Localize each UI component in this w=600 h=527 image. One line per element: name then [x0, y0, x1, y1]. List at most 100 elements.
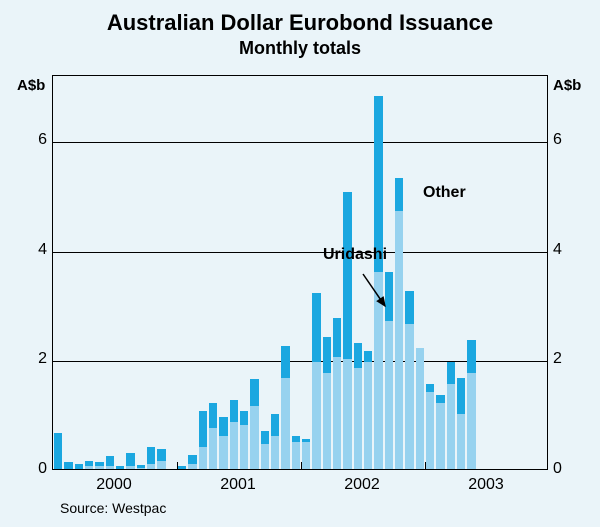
y-tick-right: 0 [553, 460, 562, 478]
bar-segment-uridashi [126, 466, 134, 469]
bar-segment-uridashi [230, 422, 238, 469]
bar-segment-other [209, 403, 217, 428]
chart-subtitle: Monthly totals [0, 38, 600, 59]
bar-segment-other [230, 400, 238, 422]
bar-segment-uridashi [261, 444, 269, 469]
bar-segment-uridashi [85, 466, 93, 469]
bar [261, 431, 269, 469]
bar-segment-uridashi [323, 373, 331, 469]
bar-segment-uridashi [219, 436, 227, 469]
bar [436, 395, 444, 469]
bar [447, 362, 455, 469]
bar-segment-other [199, 411, 207, 447]
bar-segment-uridashi [385, 321, 393, 469]
bar [343, 192, 351, 469]
series-label-other: Other [423, 184, 466, 202]
bar [230, 400, 238, 469]
bar-segment-uridashi [312, 362, 320, 469]
bar-segment-other [126, 453, 134, 467]
bar-segment-other [188, 455, 196, 463]
bar-segment-uridashi [302, 442, 310, 469]
x-axis-year-label: 2001 [208, 476, 268, 494]
bar [85, 461, 93, 469]
bar [54, 433, 62, 469]
bar-segment-other [323, 337, 331, 373]
bar [302, 439, 310, 469]
bar [188, 455, 196, 469]
bar-segment-uridashi [199, 447, 207, 469]
bar-segment-other [219, 417, 227, 436]
bar [199, 411, 207, 469]
bar-segment-uridashi [467, 373, 475, 469]
bar-segment-uridashi [426, 392, 434, 469]
bar-segment-uridashi [436, 403, 444, 469]
bar [292, 436, 300, 469]
bar-segment-other [312, 293, 320, 362]
bar-segment-uridashi [447, 384, 455, 469]
bar [457, 378, 465, 469]
x-axis-year-label: 2002 [332, 476, 392, 494]
bar [137, 465, 145, 469]
bar [405, 291, 413, 469]
bar-segment-uridashi [106, 466, 114, 469]
y-tick-left: 0 [17, 460, 47, 478]
bar [126, 453, 134, 469]
bar-segment-uridashi [95, 466, 103, 469]
bar [106, 456, 114, 469]
bar-segment-other [240, 411, 248, 425]
bar-segment-uridashi [271, 436, 279, 469]
y-tick-right: 4 [553, 241, 562, 259]
bar [426, 384, 434, 469]
y-tick-left: 2 [17, 350, 47, 368]
gridline [53, 142, 547, 143]
y-axis-label-right: A$b [553, 77, 581, 94]
bar-segment-other [261, 431, 269, 445]
bar [271, 414, 279, 469]
bar [250, 378, 258, 469]
bar-segment-other [436, 395, 444, 403]
bar [209, 403, 217, 469]
bar [116, 466, 124, 469]
bar-segment-uridashi [147, 464, 155, 469]
bar [64, 462, 72, 469]
bar-segment-uridashi [250, 406, 258, 469]
bar [240, 411, 248, 469]
bar-segment-other [395, 178, 403, 211]
bar-segment-uridashi [364, 362, 372, 469]
x-axis-year-label: 2000 [84, 476, 144, 494]
bar-segment-other [178, 466, 186, 469]
bar-segment-uridashi [343, 359, 351, 469]
bar-segment-uridashi [157, 461, 165, 469]
bar-segment-uridashi [292, 442, 300, 469]
bar-segment-other [157, 449, 165, 461]
bar [95, 462, 103, 469]
source-text: Source: Westpac [60, 500, 166, 516]
bar-segment-other [137, 465, 145, 468]
bar-segment-uridashi [333, 357, 341, 469]
bar-segment-other [147, 447, 155, 463]
y-axis-label-left: A$b [17, 77, 45, 94]
y-tick-right: 2 [553, 350, 562, 368]
y-tick-left: 6 [17, 131, 47, 149]
bar [75, 464, 83, 469]
bar-segment-other [426, 384, 434, 392]
bar-segment-other [54, 433, 62, 469]
bar [385, 272, 393, 470]
bar-segment-other [271, 414, 279, 436]
bar-segment-other [302, 439, 310, 442]
bar [312, 293, 320, 469]
bar [395, 178, 403, 469]
bar-segment-uridashi [209, 428, 217, 469]
bar-segment-uridashi [374, 272, 382, 470]
bar-segment-other [106, 456, 114, 466]
bar [281, 346, 289, 469]
bar-segment-other [116, 466, 124, 469]
bar [374, 96, 382, 469]
bar-segment-other [405, 291, 413, 324]
bar [333, 318, 341, 469]
chart-title: Australian Dollar Eurobond Issuance [0, 0, 600, 36]
bar [157, 449, 165, 469]
bar-segment-other [457, 378, 465, 414]
bar-segment-other [292, 436, 300, 441]
y-tick-left: 4 [17, 241, 47, 259]
